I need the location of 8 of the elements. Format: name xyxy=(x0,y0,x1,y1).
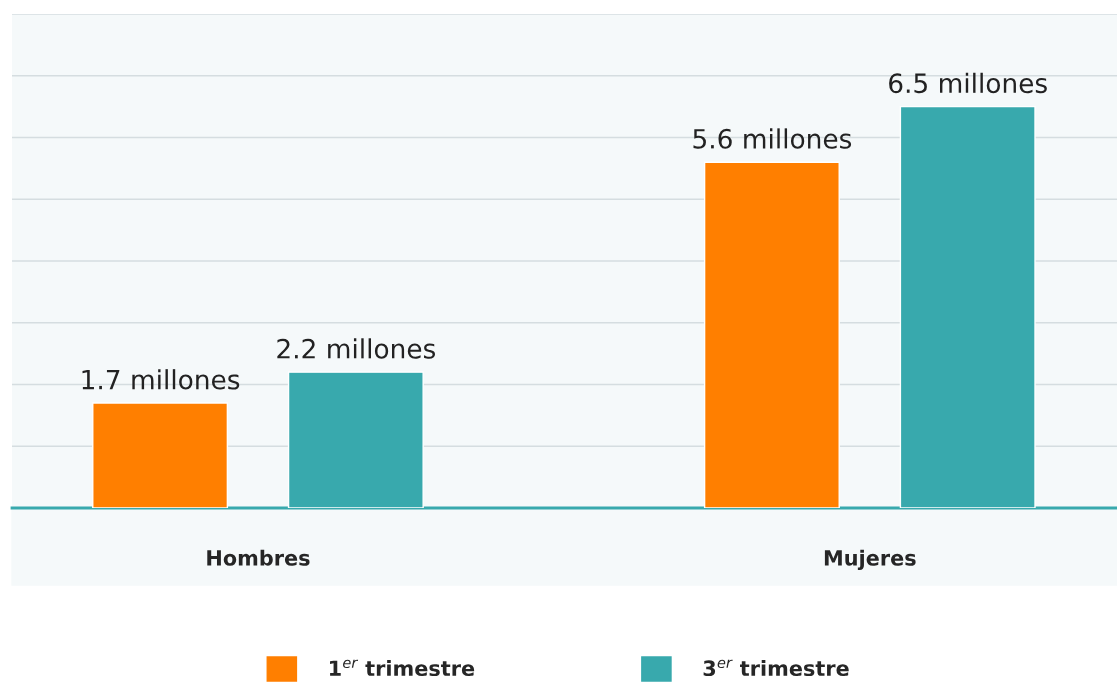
data-label: 1.7 millones xyxy=(82,369,240,390)
x-tick-label: Mujeres xyxy=(824,549,916,570)
legend-label: 1$^{er}$ trimestre xyxy=(330,659,475,677)
data-label: 5.6 millones xyxy=(693,128,852,149)
legend-label: 3$^{er}$ trimestre xyxy=(703,659,849,677)
x-tick-label: Hombres xyxy=(207,549,310,566)
data-label: 2.2 millones xyxy=(277,338,436,359)
data-label: 6.5 millones xyxy=(889,72,1047,94)
